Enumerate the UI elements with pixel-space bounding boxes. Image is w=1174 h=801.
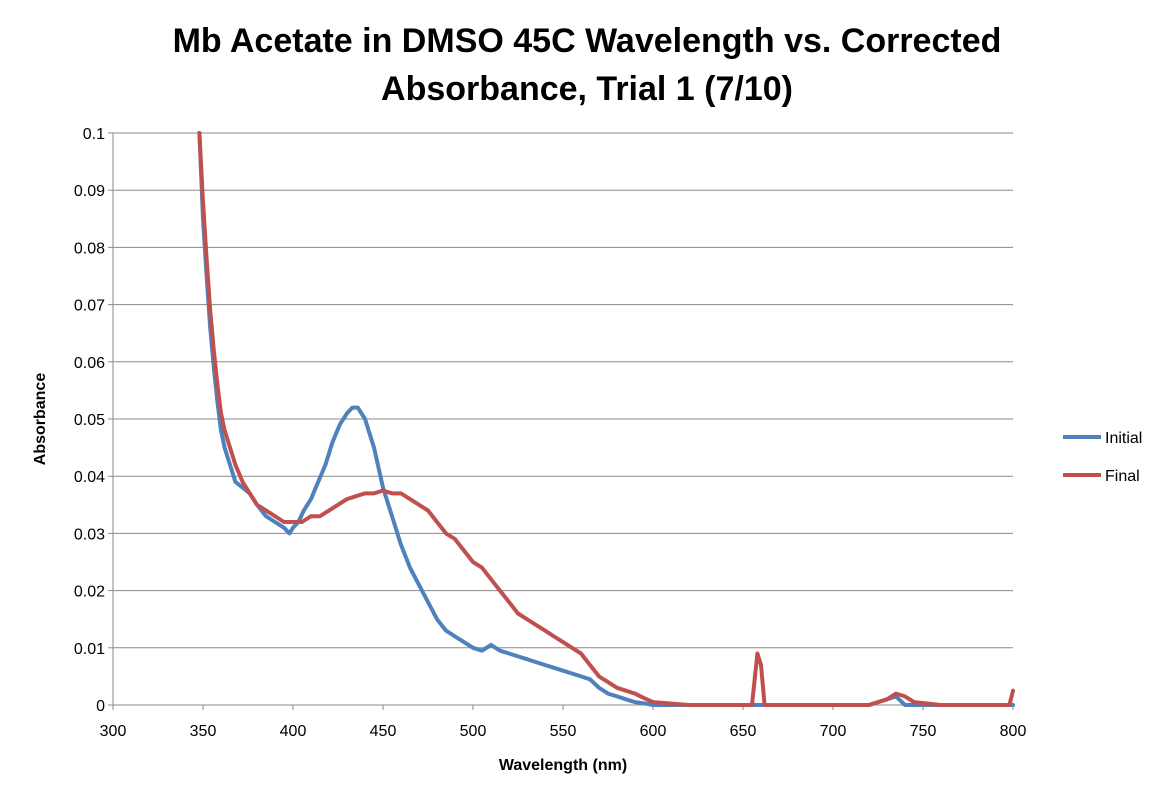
y-tick-label: 0.05	[74, 412, 105, 429]
y-tick-label: 0.06	[74, 355, 105, 372]
chart-title-line2: Absorbance, Trial 1 (7/10)	[381, 70, 793, 108]
y-tick-labels: 0 0.01 0.02 0.03 0.04 0.05 0.06 0.07 0.08 0.09 0.1	[74, 126, 105, 715]
x-tick-label: 550	[550, 723, 577, 740]
x-tick-label: 750	[910, 723, 937, 740]
x-tick-label: 450	[370, 723, 397, 740]
x-tick-label: 400	[280, 723, 307, 740]
x-tick-label: 500	[460, 723, 487, 740]
y-tick-label: 0.08	[74, 240, 105, 257]
x-tick-label: 700	[820, 723, 847, 740]
x-tick-label: 300	[100, 723, 127, 740]
axes	[112, 133, 1014, 710]
x-tick-label: 650	[730, 723, 757, 740]
y-tick-label: 0.07	[74, 298, 105, 315]
x-tick-label: 600	[640, 723, 667, 740]
y-tick-label: 0.04	[74, 469, 105, 486]
legend: Initial Final	[1063, 430, 1142, 485]
x-tick-labels: 300 350 400 450 500 550 600 650 700 750 800	[100, 723, 1027, 740]
x-tick-label: 800	[1000, 723, 1027, 740]
grid-lines	[108, 132, 1013, 706]
y-tick-label: 0.03	[74, 526, 105, 543]
x-tick-label: 350	[190, 723, 217, 740]
y-tick-label: 0.01	[74, 641, 105, 658]
legend-label-final: Final	[1105, 468, 1140, 485]
y-axis-title: Absorbance	[32, 373, 49, 466]
series-lines	[197, 131, 1015, 707]
legend-label-initial: Initial	[1105, 430, 1142, 447]
y-tick-label: 0.1	[83, 126, 105, 143]
y-tick-label: 0.02	[74, 584, 105, 601]
y-tick-label: 0	[96, 698, 105, 715]
y-tick-label: 0.09	[74, 183, 105, 200]
chart-title-line1: Mb Acetate in DMSO 45C Wavelength vs. Co…	[173, 22, 1002, 60]
series-line-final	[197, 131, 1015, 707]
x-axis-title: Wavelength (nm)	[499, 757, 627, 774]
